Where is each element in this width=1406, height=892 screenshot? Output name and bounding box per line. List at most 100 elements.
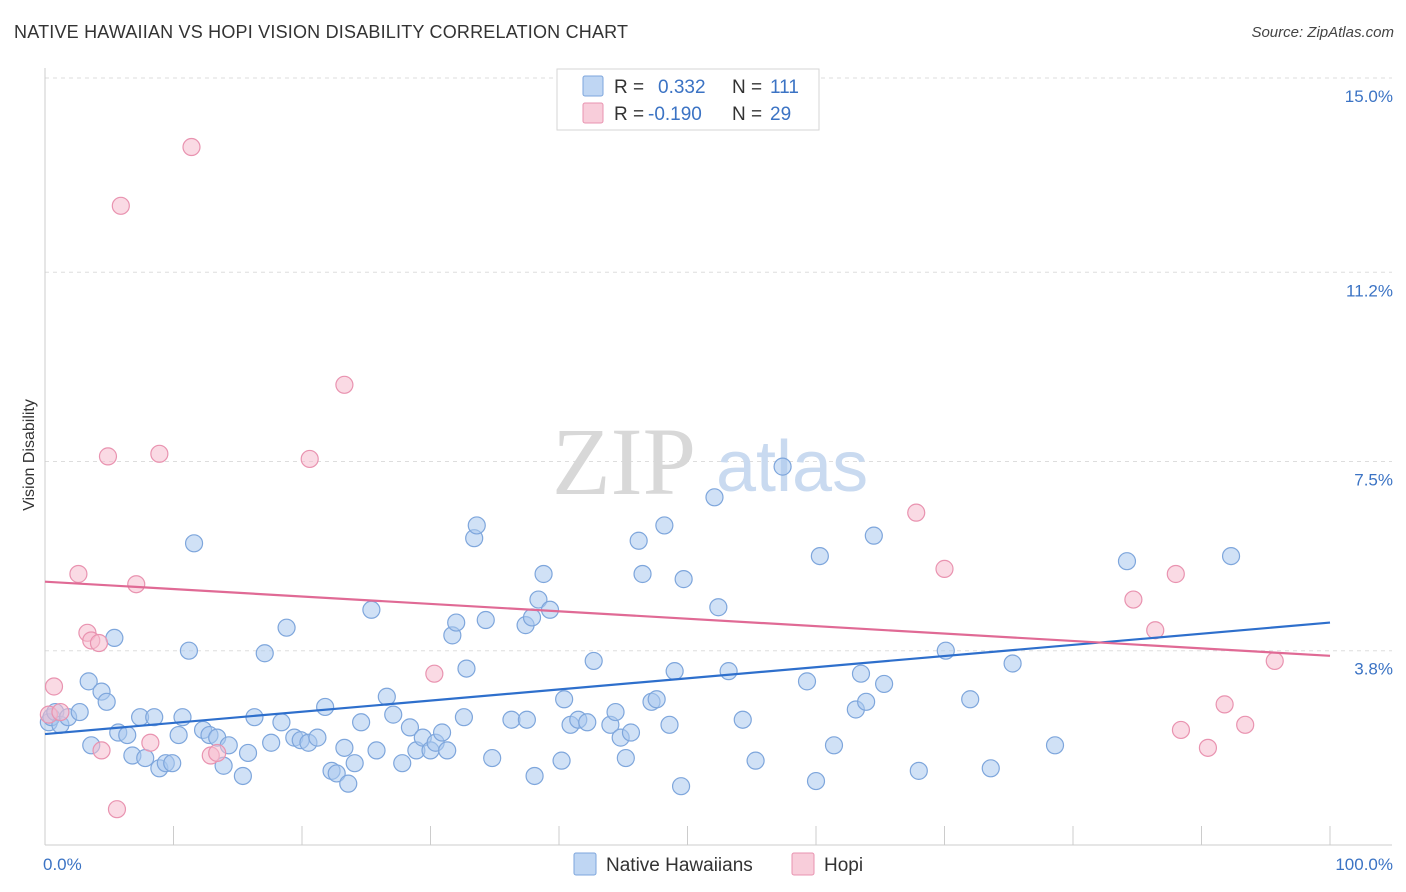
hopi-point bbox=[182, 137, 201, 157]
native-hawaiians-point bbox=[308, 728, 327, 747]
hopi-point bbox=[89, 633, 109, 653]
hopi-point bbox=[1198, 738, 1218, 757]
native-hawaiians-point bbox=[875, 674, 894, 694]
hopi-point bbox=[127, 575, 146, 594]
native-hawaiians-point bbox=[262, 733, 281, 752]
native-hawaiians-point bbox=[621, 723, 641, 742]
x-tick-label: 100.0% bbox=[1335, 855, 1393, 874]
native-hawaiians-trend-line bbox=[44, 621, 1331, 736]
native-hawaiians-point bbox=[339, 774, 358, 793]
x-tick-label: 0.0% bbox=[43, 855, 82, 874]
native-hawaiians-point bbox=[169, 725, 188, 745]
bottom-legend: Native Hawaiians Hopi bbox=[573, 852, 863, 876]
hopi-point bbox=[208, 743, 227, 763]
hopi-point bbox=[69, 564, 88, 584]
native-hawaiians-point bbox=[483, 748, 502, 768]
native-hawaiians-point bbox=[529, 590, 548, 609]
native-hawaiians-point bbox=[377, 687, 396, 706]
native-hawaiians-point bbox=[522, 608, 542, 627]
legend-n-value: 29 bbox=[770, 104, 791, 125]
native-hawaiians-point bbox=[746, 751, 765, 770]
native-hawaiians-point bbox=[660, 715, 679, 734]
legend-n-label: N = bbox=[732, 77, 762, 98]
native-hawaiians-point bbox=[393, 754, 412, 773]
native-hawaiians-point bbox=[362, 600, 381, 619]
hopi-point bbox=[1124, 590, 1143, 609]
y-tick-label: 7.5% bbox=[1354, 471, 1393, 490]
hopi-point bbox=[111, 196, 130, 215]
native-hawaiians-point bbox=[671, 777, 691, 796]
grid-lines bbox=[45, 77, 1392, 652]
native-hawaiians-point bbox=[961, 690, 980, 709]
top-legend: R = 0.332 N = 111 R = -0.190 N = 29 bbox=[556, 68, 820, 131]
chart-title: NATIVE HAWAIIAN VS HOPI VISION DISABILIT… bbox=[14, 22, 629, 42]
native-hawaiians-point bbox=[384, 705, 403, 724]
native-hawaiians-point bbox=[709, 598, 728, 617]
native-hawaiians-point bbox=[633, 564, 652, 584]
legend-r-label: R = bbox=[614, 77, 644, 98]
native-hawaiians-point bbox=[1045, 736, 1065, 755]
native-hawaiians-point bbox=[616, 748, 635, 768]
native-hawaiians-point bbox=[864, 526, 883, 545]
native-hawaiians-point bbox=[454, 708, 474, 727]
native-hawaiians-point bbox=[525, 766, 544, 786]
hopi-point bbox=[335, 375, 354, 394]
tick-labels: 3.8% 7.5% 11.2% 15.0% 0.0% 100.0% bbox=[43, 87, 1393, 874]
native-hawaiians-point bbox=[584, 651, 603, 671]
native-hawaiians-point bbox=[118, 725, 137, 745]
source-label: Source: ZipAtlas.com bbox=[1251, 24, 1394, 41]
native-hawaiians-point bbox=[629, 531, 648, 550]
watermark-zip: ZIP bbox=[552, 408, 696, 515]
native-hawaiians-point bbox=[335, 738, 354, 757]
native-hawaiians-point bbox=[1221, 546, 1241, 566]
native-hawaiians-point bbox=[733, 710, 752, 729]
legend-r-value: -0.190 bbox=[648, 104, 702, 125]
native-hawaiians-point bbox=[184, 534, 204, 553]
y-tick-label: 11.2% bbox=[1346, 281, 1393, 300]
native-hawaiians-point bbox=[163, 754, 182, 773]
native-hawaiians-point bbox=[272, 713, 291, 732]
native-hawaiians-point bbox=[400, 718, 420, 737]
hopi-point bbox=[1236, 715, 1255, 734]
trend-lines bbox=[44, 580, 1331, 736]
native-hawaiians-point bbox=[534, 564, 553, 584]
hopi-point bbox=[92, 741, 111, 760]
native-hawaiians-point bbox=[857, 692, 876, 711]
native-hawaiians-point bbox=[79, 672, 98, 691]
native-hawaiians-point bbox=[665, 662, 684, 681]
hopi-point bbox=[141, 733, 160, 752]
native-hawaiians-point bbox=[806, 771, 826, 791]
native-hawaiians-point bbox=[552, 751, 571, 770]
native-hawaiians-point bbox=[606, 702, 625, 722]
native-hawaiians-point bbox=[105, 628, 124, 648]
hopi-point bbox=[150, 444, 169, 463]
hopi-point bbox=[51, 702, 70, 722]
native-hawaiians-point bbox=[255, 644, 274, 663]
hopi-point bbox=[1166, 564, 1185, 584]
native-hawaiians-point bbox=[851, 664, 871, 683]
native-hawaiians-point bbox=[1117, 552, 1137, 571]
legend-swatch-hopi bbox=[582, 102, 604, 124]
native-hawaiians-point bbox=[981, 759, 1000, 778]
native-hawaiians-point bbox=[432, 723, 452, 742]
native-hawaiians-point bbox=[655, 516, 674, 535]
bottom-legend-hopi: Hopi bbox=[824, 855, 863, 876]
data-points bbox=[39, 137, 1284, 819]
native-hawaiians-point bbox=[316, 697, 335, 717]
y-axis-label: Vision Disability bbox=[21, 399, 38, 511]
native-hawaiians-point bbox=[277, 618, 296, 637]
legend-r-value: 0.332 bbox=[658, 77, 706, 98]
legend-n-label: N = bbox=[732, 104, 762, 125]
native-hawaiians-point bbox=[502, 710, 521, 729]
hopi-point bbox=[1215, 695, 1234, 714]
native-hawaiians-point bbox=[136, 748, 155, 768]
bottom-legend-native-hawaiians: Native Hawaiians bbox=[606, 855, 753, 876]
native-hawaiians-point bbox=[447, 613, 466, 632]
native-hawaiians-point bbox=[797, 672, 817, 691]
native-hawaiians-point bbox=[773, 457, 792, 476]
native-hawaiians-point bbox=[457, 659, 476, 678]
hopi-point bbox=[1171, 720, 1191, 740]
native-hawaiians-point bbox=[824, 736, 844, 755]
native-hawaiians-point bbox=[705, 488, 724, 507]
